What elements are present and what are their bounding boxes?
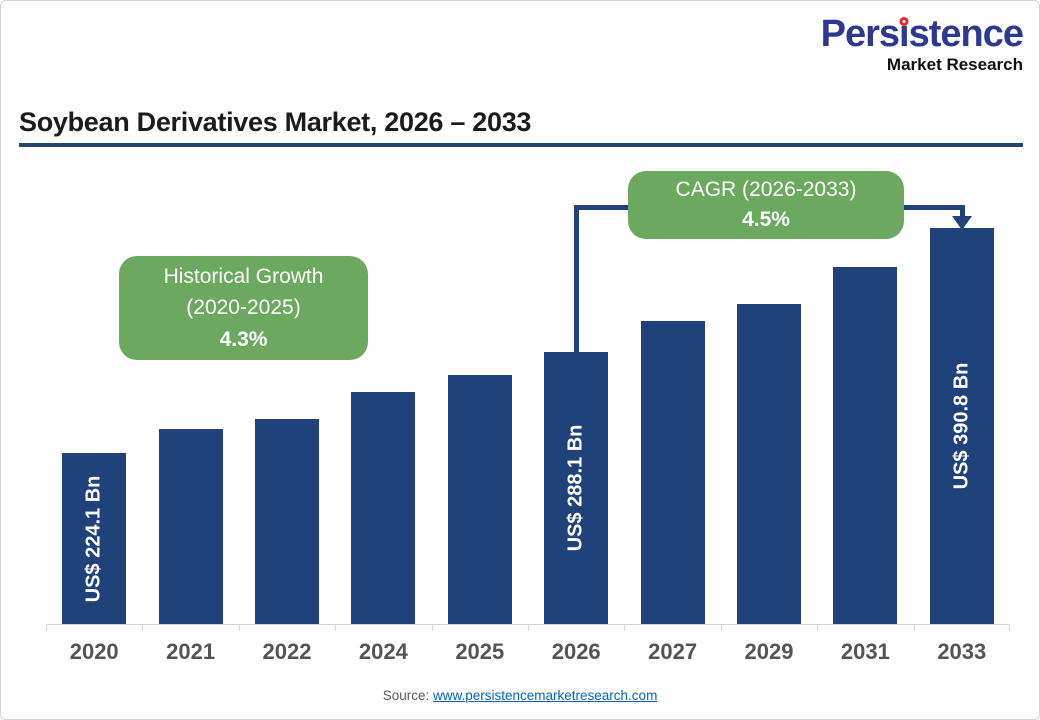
historical-growth-callout: Historical Growth (2020-2025) 4.3%: [119, 256, 368, 360]
logo-red-dot-icon: [899, 17, 909, 26]
x-axis-tick: [913, 624, 915, 631]
x-axis-label-2027: 2027: [648, 639, 698, 664]
bar-value-label-2033: US$ 390.8 Bn: [950, 362, 973, 490]
x-axis-tick: [720, 624, 722, 631]
x-axis-tick: [624, 624, 626, 631]
source-prefix: Source:: [382, 688, 430, 703]
bar-2033: US$ 390.8 Bn: [929, 228, 994, 624]
x-axis-label-2025: 2025: [455, 639, 505, 664]
bar-value-label-2020: US$ 224.1 Bn: [82, 475, 105, 602]
brand-tagline: Market Research: [886, 55, 1023, 74]
source-line: Source: www.persistencemarketresearch.co…: [1, 688, 1039, 703]
x-axis-label-2031: 2031: [840, 639, 890, 664]
bar-2027: [640, 321, 705, 624]
bar-2022: [255, 419, 319, 624]
brand-name: Persı stence: [820, 13, 1024, 55]
x-axis-label-2024: 2024: [358, 639, 408, 664]
bar-2020: US$ 224.1 Bn: [62, 453, 127, 624]
x-axis-label-2026: 2026: [551, 639, 601, 664]
brand-name-part: Pers: [820, 13, 900, 55]
brand-name-part: stence: [908, 13, 1024, 55]
title-underline: [19, 143, 1023, 147]
cagr-callout: CAGR (2026-2033) 4.5%: [628, 171, 904, 239]
brand-i-letter: ı: [899, 13, 910, 55]
x-axis-label-2020: 2020: [69, 639, 119, 664]
bar-2031: [833, 267, 898, 624]
connector-arrow-stem: [960, 205, 965, 218]
bar-2021: [158, 429, 223, 624]
historical-growth-line2: (2020-2025): [186, 296, 301, 320]
x-axis-tick: [817, 624, 819, 631]
x-axis-tick: [142, 624, 144, 631]
page-title: Soybean Derivatives Market, 2026 – 2033: [19, 107, 532, 137]
x-axis-tick: [431, 624, 433, 631]
x-axis-tick: [238, 624, 240, 631]
bar-2029: [737, 304, 801, 624]
source-link[interactable]: www.persistencemarketresearch.com: [432, 688, 658, 703]
x-axis-label-2022: 2022: [262, 639, 312, 664]
bar-2026: US$ 288.1 Bn: [544, 352, 609, 624]
x-axis-tick: [528, 624, 529, 631]
cagr-line1: CAGR (2026-2033): [675, 177, 857, 201]
bar-2025: [447, 375, 512, 624]
historical-growth-line1: Historical Growth: [163, 264, 324, 288]
brand-dotless-i: ı: [899, 13, 910, 55]
historical-growth-value: 4.3%: [219, 327, 268, 351]
x-axis-tick: [1009, 624, 1010, 631]
arrow-down-icon: [952, 216, 972, 230]
connector-line-vertical: [574, 205, 579, 352]
cagr-value: 4.5%: [742, 208, 790, 231]
x-axis-label-2029: 2029: [744, 639, 794, 664]
bar-value-label-2026: US$ 288.1 Bn: [564, 424, 587, 552]
x-axis-tick: [46, 624, 47, 631]
bar-2024: [351, 392, 416, 624]
x-axis-label-2021: 2021: [166, 639, 216, 664]
x-axis-label-2033: 2033: [937, 639, 987, 664]
brand-logo: Persı stence Market Research: [820, 13, 1024, 74]
bar-chart: US$ 224.1 Bn 2020 2021 2022 2024 2025 US$ 288.…: [46, 205, 1010, 664]
x-axis-tick: [335, 624, 337, 631]
